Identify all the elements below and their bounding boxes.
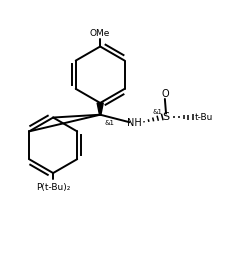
Text: NH: NH bbox=[127, 118, 142, 128]
Text: OMe: OMe bbox=[90, 29, 110, 38]
Text: t-Bu: t-Bu bbox=[195, 113, 213, 122]
Text: S: S bbox=[163, 112, 170, 122]
Text: &1: &1 bbox=[105, 120, 115, 126]
Text: O: O bbox=[161, 89, 169, 99]
Polygon shape bbox=[97, 103, 103, 115]
Text: &1: &1 bbox=[152, 109, 162, 115]
Text: P(t-Bu)₂: P(t-Bu)₂ bbox=[36, 183, 70, 192]
